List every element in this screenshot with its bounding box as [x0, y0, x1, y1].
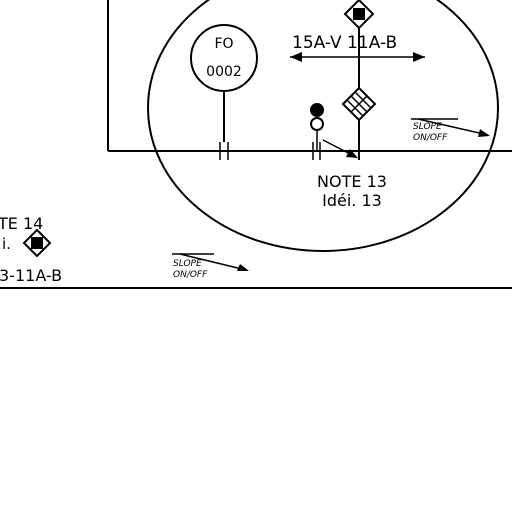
svg-text:ON/OFF: ON/OFF — [413, 133, 448, 143]
flow-arrow-icon — [322, 139, 358, 158]
valve-diamond-note14-icon — [22, 228, 52, 258]
note-14-line1: TE 14 — [0, 214, 43, 233]
valve-diamond-top-icon — [343, 0, 375, 30]
svg-text:ON/OFF: ON/OFF — [173, 270, 208, 280]
slope-tag-right: SLOPE ON/OFF — [411, 118, 490, 143]
detail-callout-ellipse — [147, 0, 499, 252]
dimension-arrow — [290, 52, 425, 62]
fo-tag-line2: 0002 — [206, 64, 242, 80]
note-14-line3: 3-11A-B — [0, 266, 62, 285]
pipe-break-mark-right-icon — [312, 142, 321, 160]
fo-tag-circle — [190, 24, 258, 92]
fo-tag-line1: FO — [214, 36, 233, 52]
note-13-line1: NOTE 13 — [317, 172, 387, 191]
slope-tag-bottom: SLOPE ON/OFF — [172, 253, 249, 280]
pipe-break-mark-left-icon — [219, 142, 229, 160]
valve-diamond-checkered-icon — [341, 86, 377, 122]
dimension-label: 15A-V 11A-B — [292, 33, 397, 53]
check-valve-icon — [310, 103, 324, 151]
svg-text:SLOPE: SLOPE — [173, 259, 202, 269]
note-13-line2: Idéi. 13 — [322, 191, 382, 210]
note-14-line2: i. — [2, 235, 11, 253]
svg-text:SLOPE: SLOPE — [413, 122, 442, 132]
